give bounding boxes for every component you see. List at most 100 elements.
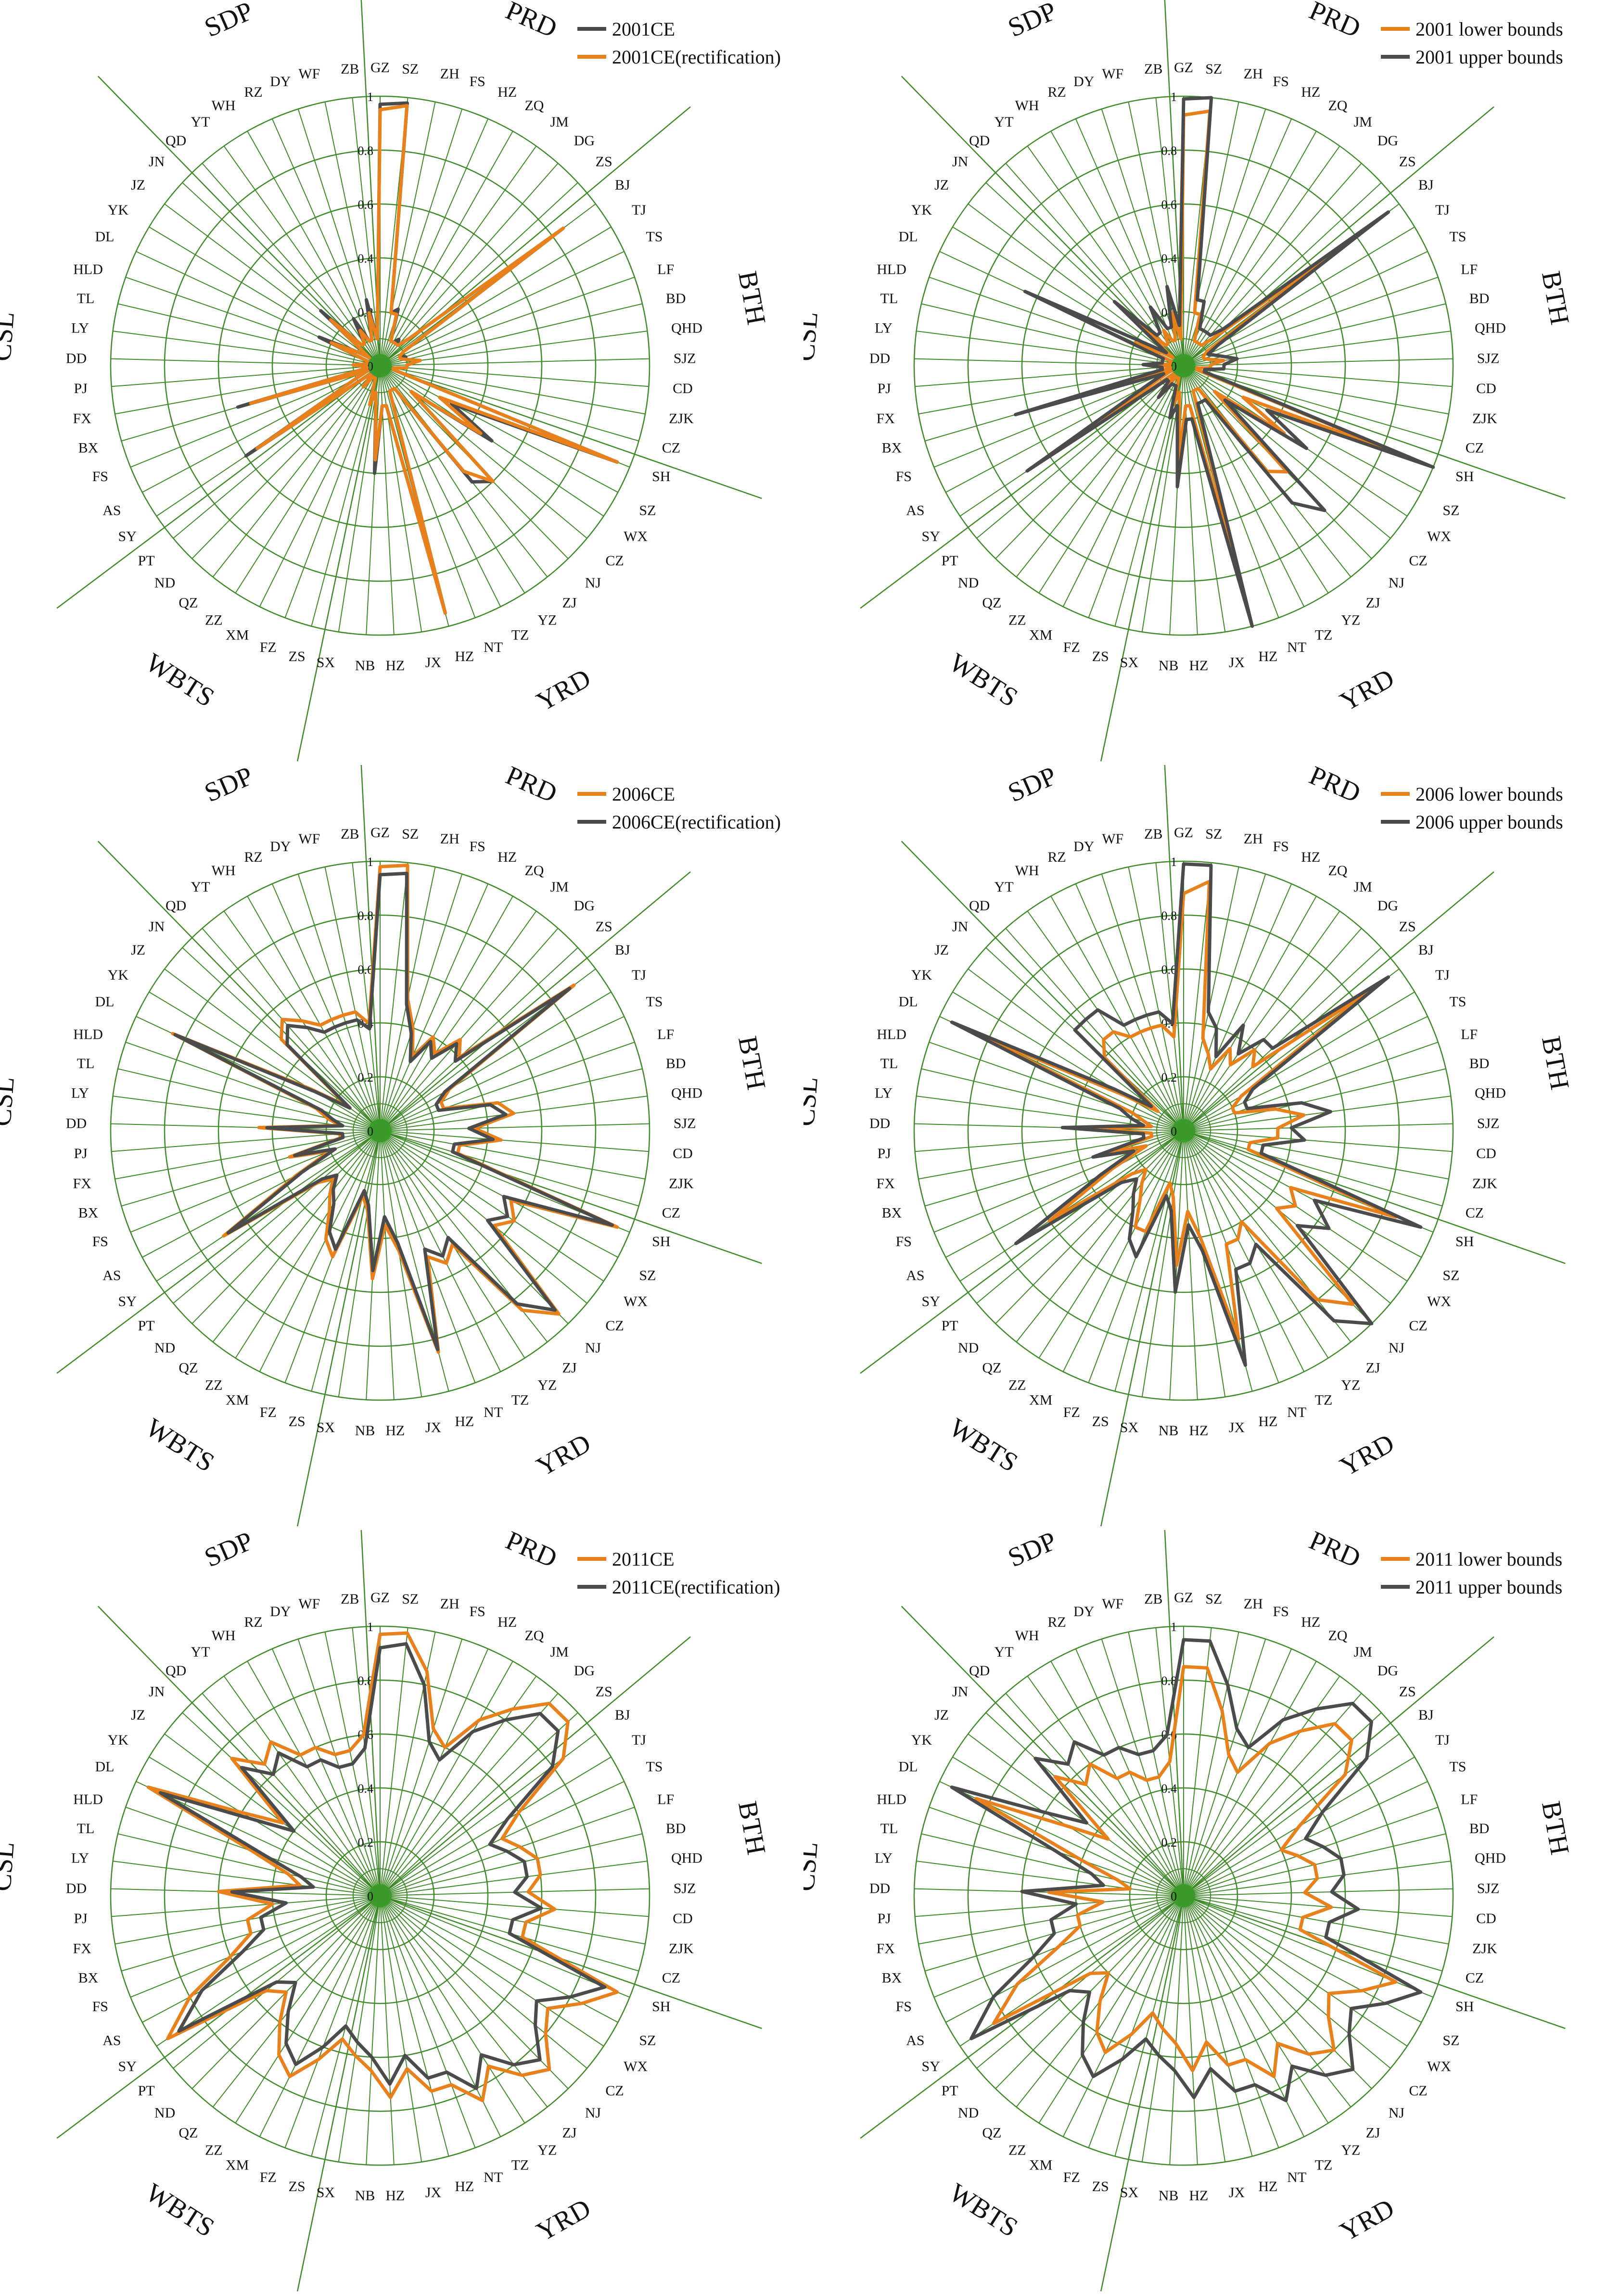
category-label: SH — [652, 469, 670, 485]
category-label: BD — [1469, 1821, 1490, 1837]
category-label: DD — [869, 1880, 890, 1896]
radar-spoke — [995, 365, 1184, 559]
region-boundaries — [56, 0, 762, 762]
category-label: YZ — [537, 612, 557, 628]
category-label: TZ — [1315, 627, 1333, 643]
radar-panel-2001-bounds: 0 0.2 0.4 0.6 0.8 1 GZ SZ ZH FS HZ ZQ JM DG ZS BJ TJ TS LF… — [804, 0, 1607, 765]
radar-spoke — [976, 1130, 1184, 1304]
category-label: JN — [149, 154, 165, 170]
radar-spoke — [945, 1895, 1184, 2023]
radar-spoke — [1183, 1042, 1439, 1131]
category-label: SZ — [402, 61, 419, 77]
category-label: ZJK — [669, 1940, 694, 1956]
region-boundary-line — [1183, 871, 1494, 1131]
category-label: WH — [1015, 1628, 1039, 1644]
category-label: ZS — [596, 154, 612, 170]
radar-spoke — [1183, 1807, 1439, 1896]
region-boundary-line — [380, 365, 762, 499]
category-label: FS — [470, 74, 485, 89]
series-line — [159, 1642, 607, 2091]
category-label: SZ — [1205, 61, 1222, 77]
category-label: ND — [958, 1340, 979, 1356]
radar-spoke — [1016, 365, 1184, 577]
radar-spoke — [952, 991, 1184, 1131]
category-label: TS — [1449, 229, 1466, 244]
radar-spoke — [380, 1895, 649, 1917]
category-label: HZ — [385, 1423, 405, 1439]
radar-spoke — [1038, 1130, 1184, 1359]
radar-spoke — [1183, 1895, 1453, 1917]
radar-spoke — [1183, 1895, 1372, 2089]
radar-spoke — [156, 1130, 381, 1282]
radar-spoke — [117, 1833, 381, 1896]
category-label: BJ — [1418, 1707, 1434, 1723]
category-label: NJ — [585, 1340, 601, 1356]
category-label: YK — [911, 1732, 932, 1748]
category-label: NT — [484, 1404, 503, 1420]
category-label: SH — [652, 1234, 670, 1250]
category-label: SY — [118, 2059, 137, 2075]
radar-spoke — [380, 102, 436, 366]
radar-center — [1172, 1119, 1195, 1142]
radar-spoke — [380, 358, 650, 366]
category-label: YZ — [1341, 1378, 1360, 1393]
category-label: AS — [906, 2033, 924, 2049]
radar-spoke — [1183, 365, 1305, 607]
radar-spoke — [380, 1130, 618, 1258]
category-label: LY — [71, 1085, 89, 1101]
category-label: PT — [942, 1318, 958, 1334]
radar-spoke — [284, 365, 381, 618]
region-label: PRD — [501, 1530, 561, 1574]
category-label: CZ — [1466, 1970, 1484, 1986]
region-label: CSL — [804, 1076, 824, 1127]
category-label: DY — [270, 839, 291, 855]
region-boundaries — [860, 1530, 1566, 2292]
category-label: QHD — [1475, 320, 1506, 336]
legend-label: 2001 lower bounds — [1416, 18, 1563, 40]
category-label: DG — [574, 898, 595, 914]
category-label: BX — [78, 440, 99, 456]
radar-spoke — [1050, 131, 1184, 366]
radar-spoke — [380, 1130, 587, 1304]
radar-spoke — [380, 1895, 525, 2124]
series-line — [950, 1638, 1423, 2103]
radar-spoke — [1005, 928, 1184, 1131]
category-label: TL — [77, 291, 95, 306]
category-label: YT — [995, 114, 1014, 130]
category-label: QD — [166, 898, 186, 914]
radar-spoke — [1183, 163, 1362, 366]
category-label: TJ — [632, 1732, 646, 1748]
category-label: TZ — [1315, 1392, 1333, 1408]
region-boundary-line — [97, 76, 381, 366]
category-label: YT — [191, 1644, 210, 1660]
radar-spoke — [380, 1895, 501, 2137]
radar-panel-2011-bounds: 0 0.2 0.4 0.6 0.8 1 GZ SZ ZH FS HZ ZQ JM DG ZS BJ TJ TS LF… — [804, 1530, 1607, 2295]
category-label: CZ — [605, 2083, 624, 2099]
radar-spoke — [1183, 867, 1239, 1131]
radar-spoke — [149, 1756, 381, 1896]
category-label: ZJK — [669, 410, 694, 426]
radar-spoke — [1183, 1895, 1253, 2156]
category-label: WX — [1427, 1294, 1451, 1310]
category-label: TJ — [632, 967, 646, 983]
category-label: FS — [1273, 1604, 1289, 1620]
radar-spoke — [1183, 1130, 1453, 1152]
category-label: ZQ — [524, 863, 544, 879]
radar-spoke — [1062, 365, 1184, 607]
region-boundary-line — [1164, 765, 1185, 1131]
radar-panel-2001ce: 0 0.2 0.4 0.6 0.8 1 GZ SZ ZH FS HZ ZQ JM DG ZS BJ TJ TS LF… — [0, 0, 804, 765]
category-label: TJ — [632, 202, 646, 218]
region-label: SDP — [200, 765, 257, 808]
category-label: WH — [212, 863, 236, 879]
category-label: JN — [149, 1684, 165, 1700]
category-label: WX — [624, 529, 648, 545]
category-label: YZ — [537, 1378, 557, 1393]
category-label: FX — [73, 1940, 92, 1956]
radar-spoke — [1183, 1895, 1305, 2137]
category-label: DL — [899, 229, 918, 244]
category-label: ZS — [1092, 2179, 1109, 2194]
radial-tick-label: 0.8 — [1161, 909, 1177, 923]
legend-label: 2011 upper bounds — [1416, 1576, 1562, 1598]
radar-spoke — [212, 365, 381, 577]
